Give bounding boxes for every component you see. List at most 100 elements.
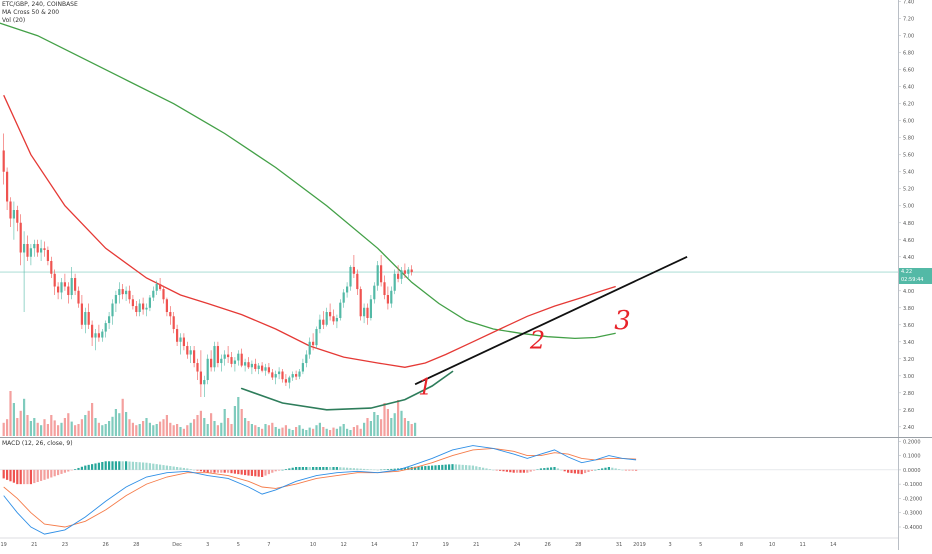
candle-body xyxy=(206,358,209,381)
candle-body xyxy=(329,312,332,317)
macd-histogram-bar xyxy=(492,469,495,471)
candle-body xyxy=(291,374,294,378)
volume-bar xyxy=(380,419,383,436)
volume-bar xyxy=(216,425,219,436)
volume-bar xyxy=(50,415,53,436)
macd-histogram-bar xyxy=(577,469,580,474)
candle-body xyxy=(250,363,253,368)
macd-histogram-bar xyxy=(604,467,607,470)
candle-body xyxy=(376,265,379,286)
time-axis-label: 17 xyxy=(412,542,418,548)
macd-histogram-bar xyxy=(322,467,325,470)
macd-histogram-bar xyxy=(505,469,508,472)
volume-bar xyxy=(94,418,97,436)
candle-body xyxy=(332,316,335,322)
macd-histogram-bar xyxy=(580,469,583,475)
candle-body xyxy=(305,354,308,364)
price-axis-label: 2.60 xyxy=(903,408,914,414)
price-axis-label: 6.80 xyxy=(903,51,914,57)
macd-histogram-bar xyxy=(267,469,270,475)
volume-bar xyxy=(182,428,185,436)
candle-body xyxy=(373,285,376,300)
price-axis-label: 7.40 xyxy=(903,0,914,6)
candle-body xyxy=(274,374,277,378)
candle-body xyxy=(40,248,43,253)
volume-bar xyxy=(254,425,257,436)
macd-histogram-bar xyxy=(114,461,117,470)
candle-body xyxy=(169,312,172,317)
candle-body xyxy=(165,299,168,313)
volume-bar xyxy=(366,418,369,436)
candle-body xyxy=(138,303,141,313)
candle-body xyxy=(400,270,403,279)
macd-histogram-bar xyxy=(288,468,291,470)
volume-bar xyxy=(210,413,213,436)
volume-bar xyxy=(165,415,168,436)
symbol-title[interactable]: ETC/GBP, 240, COINBASE xyxy=(2,1,78,8)
volume-bar xyxy=(135,425,138,436)
macd-histogram-bar xyxy=(335,467,338,470)
volume-legend[interactable]: Vol (20) xyxy=(2,17,26,24)
volume-bar xyxy=(176,424,179,436)
volume-bar xyxy=(169,422,172,436)
candle-body xyxy=(199,371,202,385)
volume-bar xyxy=(46,424,49,436)
macd-histogram-bar xyxy=(536,469,539,470)
candle-body xyxy=(271,372,274,378)
candle-body xyxy=(70,278,73,296)
macd-histogram-bar xyxy=(339,467,342,470)
volume-bar xyxy=(213,421,216,436)
ma-cross-legend[interactable]: MA Cross 50 & 200 xyxy=(2,9,60,16)
macd-histogram-bar xyxy=(53,469,56,477)
volume-bar xyxy=(142,421,145,436)
candle-body xyxy=(356,273,359,290)
volume-bar xyxy=(29,421,32,436)
macd-histogram-bar xyxy=(223,469,226,473)
volume-bar xyxy=(6,419,9,436)
candle-body xyxy=(203,380,206,385)
candle-body xyxy=(19,222,22,253)
volume-bar xyxy=(278,428,281,436)
candle-body xyxy=(186,346,189,355)
candle-body xyxy=(84,312,87,325)
macd-histogram-bar xyxy=(94,463,97,470)
volume-bar xyxy=(237,397,240,436)
candle-body xyxy=(227,354,230,358)
macd-histogram-bar xyxy=(220,469,223,473)
volume-bar xyxy=(403,418,406,436)
candle-body xyxy=(407,269,410,274)
price-axis-border xyxy=(898,0,899,550)
macd-histogram-bar xyxy=(590,469,593,471)
volume-bar xyxy=(250,424,253,436)
candle-body xyxy=(322,319,325,325)
candle-body xyxy=(261,365,264,371)
candle-body xyxy=(346,286,349,293)
volume-bar xyxy=(312,428,315,436)
macd-histogram-bar xyxy=(104,461,107,470)
volume-bar xyxy=(349,430,352,436)
candle-body xyxy=(193,350,196,364)
price-axis-label: 5.40 xyxy=(903,170,914,176)
time-axis-label: 19 xyxy=(443,542,449,548)
macd-histogram-bar xyxy=(2,469,5,479)
macd-histogram-bar xyxy=(108,461,111,470)
macd-histogram-bar xyxy=(560,469,563,471)
macd-histogram-bar xyxy=(278,469,281,471)
macd-histogram-bar xyxy=(199,469,202,472)
volume-bar xyxy=(206,424,209,436)
candle-body xyxy=(339,302,342,318)
candle-body xyxy=(244,362,247,366)
pane-separator[interactable] xyxy=(0,437,932,438)
macd-histogram-bar xyxy=(182,467,185,470)
macd-title[interactable]: MACD (12, 26, close, 9) xyxy=(2,440,73,447)
candle-body xyxy=(60,282,63,293)
candle-body xyxy=(312,341,315,346)
volume-bar xyxy=(101,425,104,436)
macd-axis-label: -0.4000 xyxy=(903,525,922,531)
macd-histogram-bar xyxy=(356,468,359,470)
macd-histogram-bar xyxy=(468,465,471,470)
volume-bar xyxy=(295,427,298,436)
macd-histogram-bar xyxy=(142,462,145,470)
